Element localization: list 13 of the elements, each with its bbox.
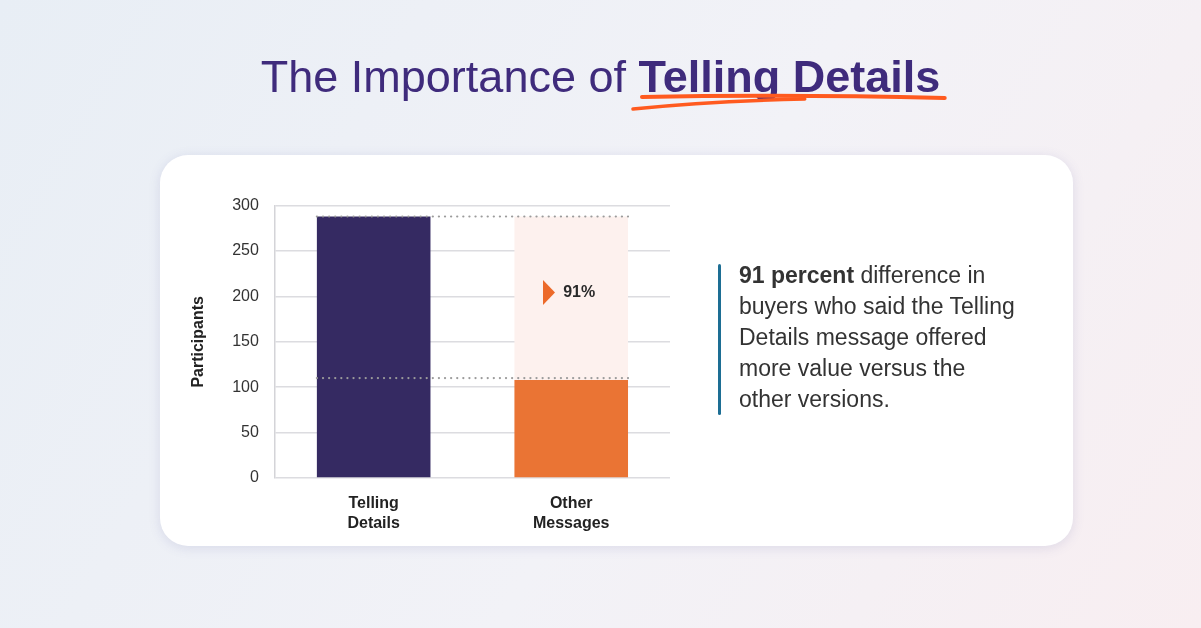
y-tick-label: 0 [249,468,259,486]
x-tick-label: Telling Details [347,494,401,532]
y-axis-title: Participants [189,295,207,388]
y-tick-label: 300 [232,196,259,214]
y-tick-label: 100 [232,377,259,395]
x-tick-label: Other Messages [532,494,610,532]
y-tick-label: 200 [232,286,259,304]
text: 91 percent difference in buyers who said the Telling Details message offered more value versus the other versions. [739,261,1016,414]
y-tick-label: 150 [232,332,259,350]
chart-title: The Importance of Telling Details [260,51,941,102]
y-tick-label: 50 [241,423,259,441]
annotation: 91% [563,282,596,300]
y-tick-label: 250 [232,241,259,259]
